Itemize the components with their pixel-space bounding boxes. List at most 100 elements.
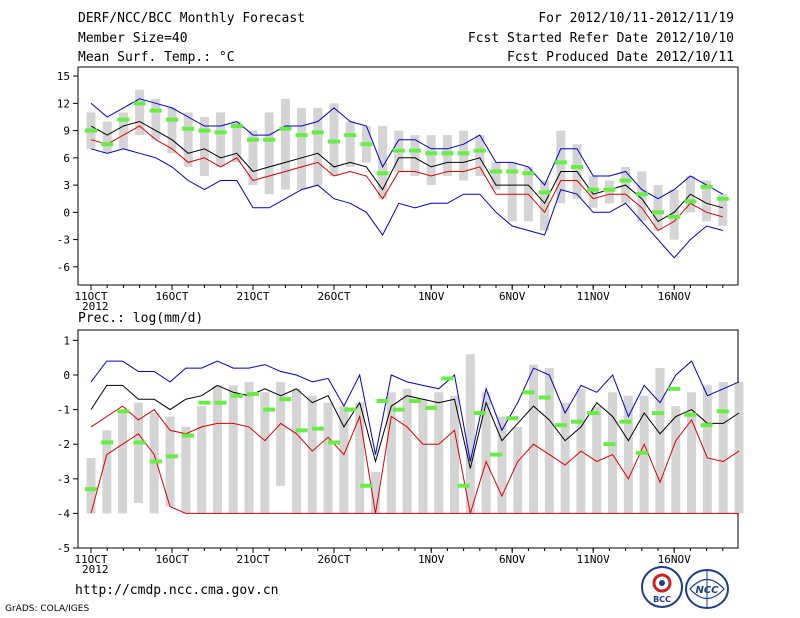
temp-observed-marker bbox=[684, 199, 697, 204]
temp-observed-marker bbox=[571, 164, 583, 169]
temp-min-line bbox=[90, 125, 723, 232]
prec-observed-marker bbox=[101, 440, 114, 445]
temp-spread-bar bbox=[653, 185, 663, 231]
prec-observed-marker bbox=[506, 416, 519, 421]
prec-xtick-label: 21OCT bbox=[236, 553, 269, 566]
temp-spread-bar bbox=[426, 135, 436, 186]
prec-observed-marker bbox=[668, 386, 681, 391]
prec-xtick-label: 11OCT bbox=[74, 553, 107, 566]
temp-spread-bar bbox=[475, 135, 485, 176]
temp-xtick-label: 26OCT bbox=[317, 290, 350, 303]
temp-spread-bar bbox=[216, 112, 226, 167]
temp-ytick-label: 3 bbox=[63, 179, 70, 192]
temp-observed-marker bbox=[166, 117, 178, 122]
temp-observed-marker bbox=[117, 117, 130, 122]
temp-ytick-label: 6 bbox=[63, 152, 70, 165]
temp-observed-marker bbox=[376, 171, 389, 176]
temp-xtick-year: 2012 bbox=[82, 300, 109, 313]
temp-spread-bar bbox=[556, 130, 566, 204]
prec-min-line bbox=[90, 433, 739, 514]
temp-observed-marker bbox=[473, 148, 486, 153]
temp-spread-bar bbox=[540, 180, 550, 231]
temp-spread-bar bbox=[718, 194, 728, 226]
temp-spread-bar bbox=[280, 98, 290, 190]
prec-xtick-label: 16OCT bbox=[155, 553, 188, 566]
temp-spread-bar bbox=[151, 98, 161, 140]
prec-observed-marker bbox=[182, 433, 195, 438]
temp-spread-bar bbox=[345, 121, 355, 167]
prec-observed-marker bbox=[619, 419, 632, 424]
prec-xtick-label: 6NOV bbox=[499, 553, 526, 566]
temp-observed-marker bbox=[182, 126, 195, 131]
temp-spread-bar bbox=[491, 162, 501, 190]
member-size: Member Size=40 bbox=[78, 31, 188, 46]
temp-spread-bar bbox=[410, 135, 420, 176]
temp-ytick-label: 12 bbox=[57, 97, 70, 110]
prec-spread-bar bbox=[197, 406, 207, 514]
prec-spread-bar bbox=[513, 426, 523, 514]
temp-observed-marker bbox=[263, 137, 276, 142]
prec-observed-marker bbox=[279, 397, 292, 402]
svg-text:BCC: BCC bbox=[653, 595, 671, 604]
prec-observed-marker bbox=[716, 409, 729, 414]
temp-xtick-label: 16OCT bbox=[155, 290, 188, 303]
source-url[interactable]: http://cmdp.ncc.cma.gov.cn bbox=[75, 583, 279, 598]
temp-spread-bar bbox=[232, 121, 242, 163]
prec-xtick-label: 16NOV bbox=[658, 553, 691, 566]
prec-observed-marker bbox=[166, 454, 178, 459]
prec-spread-bar bbox=[655, 368, 665, 514]
prec-observed-marker bbox=[635, 450, 648, 455]
forecast-produced-date: Fcst Produced Date 2012/10/11 bbox=[507, 50, 734, 65]
prec-observed-marker bbox=[700, 423, 713, 428]
temp-spread-bar bbox=[669, 189, 679, 240]
temp-observed-marker bbox=[635, 192, 648, 197]
svg-text:NCC: NCC bbox=[695, 585, 719, 596]
prec-spread-bar bbox=[671, 406, 681, 514]
prec-observed-marker bbox=[328, 440, 340, 445]
prec-spread-bar bbox=[718, 381, 728, 514]
prec-observed-marker bbox=[441, 376, 454, 381]
prec-spread-bar bbox=[687, 392, 697, 514]
temp-mean-line bbox=[90, 120, 723, 223]
prec-observed-marker bbox=[571, 419, 583, 424]
prec-ytick-label: 1 bbox=[63, 334, 70, 347]
prec-observed-marker bbox=[85, 487, 97, 492]
prec-observed-marker bbox=[603, 442, 616, 447]
temp-observed-marker bbox=[133, 101, 146, 106]
prec-xtick-year: 2012 bbox=[82, 563, 109, 576]
chart-title: DERF/NCC/BCC Monthly Forecast bbox=[78, 11, 305, 26]
prec-xtick-label: 26OCT bbox=[317, 553, 350, 566]
prec-observed-marker bbox=[409, 398, 421, 403]
prec-spread-bar bbox=[608, 392, 618, 514]
prec-observed-marker bbox=[684, 412, 697, 417]
temp-xtick-label: 6NOV bbox=[499, 290, 526, 303]
temp-observed-marker bbox=[311, 130, 324, 135]
temp-observed-marker bbox=[716, 196, 729, 201]
temp-observed-marker bbox=[230, 124, 243, 129]
temp-spread-bar bbox=[378, 126, 388, 199]
prec-spread-bar bbox=[370, 471, 380, 514]
prec-spread-bar bbox=[702, 385, 712, 514]
prec-spread-bar bbox=[481, 392, 491, 514]
prec-observed-marker bbox=[652, 411, 664, 416]
temp-spread-bar bbox=[135, 89, 145, 136]
temp-observed-marker bbox=[198, 128, 211, 133]
prec-spread-bar bbox=[434, 392, 444, 514]
temp-spread-bar bbox=[297, 107, 307, 190]
prec-spread-bar bbox=[418, 399, 428, 514]
prec-observed-marker bbox=[311, 426, 324, 431]
temp-ytick-label: 0 bbox=[63, 206, 70, 219]
temp-spread-bar bbox=[313, 107, 323, 186]
prec-observed-marker bbox=[247, 392, 259, 397]
temp-spread-bar bbox=[604, 180, 614, 204]
temp-observed-marker bbox=[279, 126, 292, 131]
temp-observed-marker bbox=[652, 210, 664, 215]
temp-xtick-label: 16NOV bbox=[658, 290, 691, 303]
temp-observed-marker bbox=[603, 187, 616, 192]
temp-spread-bar bbox=[118, 112, 128, 149]
temp-observed-marker bbox=[425, 151, 438, 156]
prec-observed-marker bbox=[198, 400, 211, 405]
temp-spread-bar bbox=[248, 130, 258, 186]
temp-max-line bbox=[90, 98, 724, 200]
prec-spread-bar bbox=[244, 381, 254, 514]
